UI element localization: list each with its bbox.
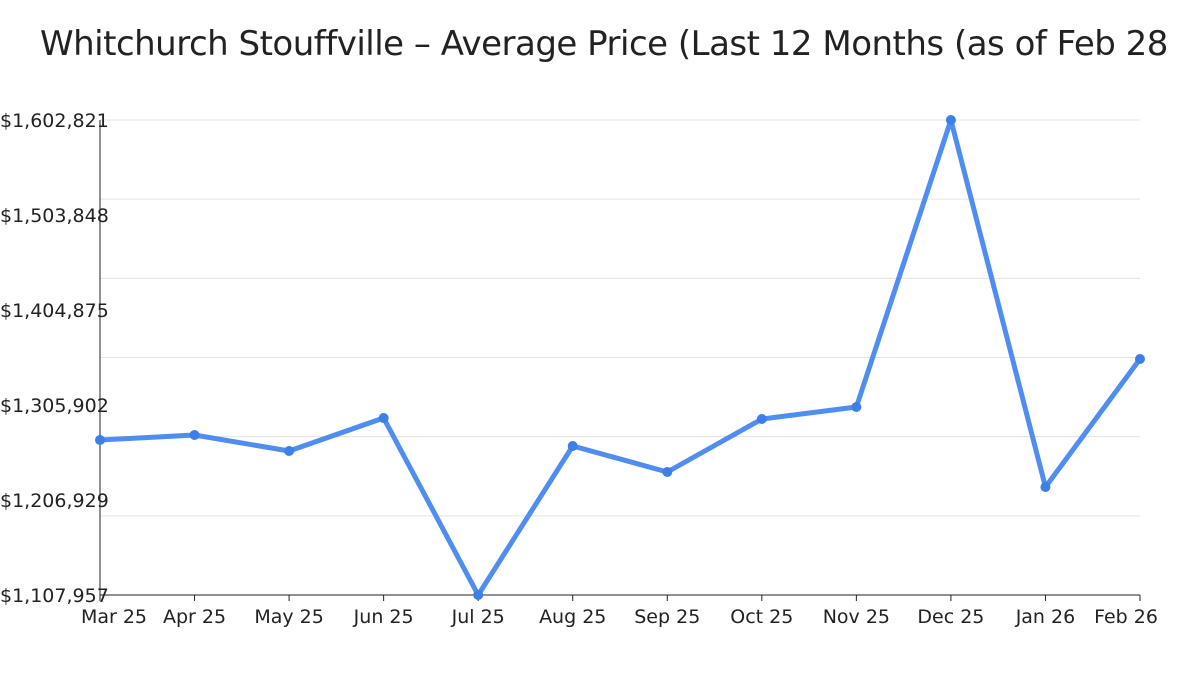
data-point xyxy=(756,413,767,424)
x-tick-label: Jan 26 xyxy=(1015,606,1076,628)
x-tick-label: Sep 25 xyxy=(634,606,700,628)
data-point xyxy=(945,115,956,125)
data-point xyxy=(851,401,862,412)
x-tick-label: Oct 25 xyxy=(730,606,793,628)
x-tick-label: May 25 xyxy=(254,606,324,628)
x-tick-label: Nov 25 xyxy=(823,606,890,628)
y-tick-label: $1,503,848 xyxy=(0,205,109,227)
data-point xyxy=(473,590,484,600)
x-tick-label: Jul 25 xyxy=(451,606,505,628)
series-line xyxy=(99,117,1143,598)
data-point xyxy=(1135,353,1145,364)
x-tick-label: Dec 25 xyxy=(917,606,984,628)
data-point xyxy=(1040,481,1051,492)
y-tick-label: $1,404,875 xyxy=(0,300,109,322)
data-point xyxy=(567,440,578,451)
y-tick-label: $1,602,821 xyxy=(0,110,109,132)
x-tick-label: Jun 25 xyxy=(353,606,414,628)
data-point xyxy=(189,429,200,440)
x-tick-label: Mar 25 xyxy=(81,606,147,628)
data-point xyxy=(662,466,673,477)
data-point xyxy=(378,412,389,423)
x-tick-label: Feb 26 xyxy=(1094,606,1158,628)
data-point xyxy=(284,445,295,456)
y-tick-label: $1,305,902 xyxy=(0,395,109,417)
data-point xyxy=(95,434,105,445)
y-tick-label: $1,206,929 xyxy=(0,490,109,512)
x-tick-label: Aug 25 xyxy=(539,606,606,628)
y-tick-label: $1,107,957 xyxy=(0,585,109,607)
x-tick-label: Apr 25 xyxy=(163,606,226,628)
chart-title: Whitchurch Stouffville – Average Price (… xyxy=(40,24,1168,64)
